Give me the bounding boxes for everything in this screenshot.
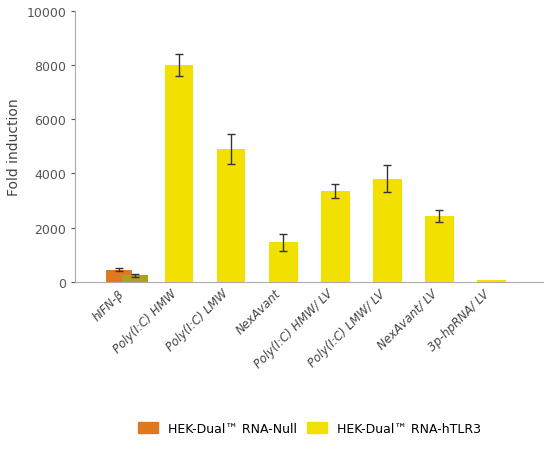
Bar [164,66,194,282]
Bar [321,192,350,282]
Bar [269,243,298,282]
Bar [217,150,245,282]
Y-axis label: Fold induction: Fold induction [7,98,21,196]
Bar [477,281,506,282]
Bar [425,217,454,282]
Bar [106,270,132,282]
Bar [122,276,148,282]
Legend: HEK-Dual™ RNA-Null, HEK-Dual™ RNA-hTLR3: HEK-Dual™ RNA-Null, HEK-Dual™ RNA-hTLR3 [134,418,485,439]
Bar [373,179,402,282]
